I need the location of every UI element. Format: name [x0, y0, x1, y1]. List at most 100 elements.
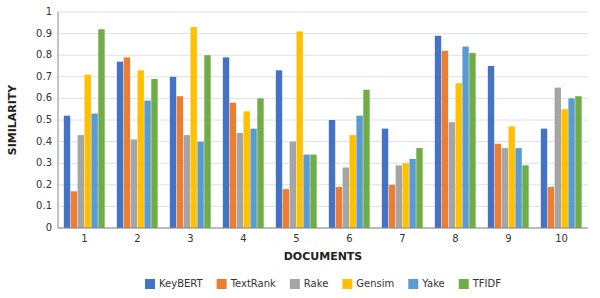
legend-swatch	[290, 279, 300, 289]
grid-line	[58, 12, 588, 13]
legend-swatch	[217, 279, 227, 289]
x-tick-label: 3	[187, 233, 193, 244]
bar	[343, 168, 349, 228]
y-tick-label: 0.6	[36, 92, 52, 103]
bar	[363, 90, 369, 228]
bar	[403, 163, 409, 228]
legend-swatch	[459, 279, 469, 289]
bar	[85, 75, 91, 228]
bar	[509, 126, 515, 228]
bar	[250, 129, 256, 228]
bar	[303, 155, 309, 228]
legend: KeyBERT TextRank Rake Gensim Yake TFIDF	[145, 278, 501, 289]
y-tick-label: 0.3	[36, 157, 52, 168]
bar	[297, 31, 303, 228]
bar	[244, 111, 250, 228]
bar	[91, 114, 97, 228]
y-tick-label: 0.9	[36, 28, 52, 39]
y-tick-label: 0.5	[36, 114, 52, 125]
legend-label: Rake	[304, 278, 328, 289]
x-tick-label: 4	[240, 233, 246, 244]
bar	[290, 142, 296, 228]
bar	[435, 36, 441, 228]
bar	[409, 159, 415, 228]
bar	[502, 148, 508, 228]
bar	[515, 148, 521, 228]
x-tick-label: 6	[346, 233, 352, 244]
bar	[98, 29, 104, 228]
x-tick-label: 5	[293, 233, 299, 244]
grid-line	[58, 55, 588, 56]
bar	[117, 62, 123, 228]
bar	[568, 98, 574, 228]
bar	[389, 185, 395, 228]
x-tick-label: 1	[81, 233, 87, 244]
bar	[562, 109, 568, 228]
x-axis-label: DOCUMENTS	[284, 250, 363, 263]
y-tick-label: 0.2	[36, 179, 52, 190]
bar	[283, 189, 289, 228]
bar	[144, 101, 150, 228]
bar	[177, 96, 183, 228]
y-tick-label: 0.4	[36, 136, 52, 147]
bar	[356, 116, 362, 228]
bar	[78, 135, 84, 228]
bar	[124, 57, 130, 228]
bar	[197, 142, 203, 228]
legend-label: TFIDF	[472, 278, 502, 289]
y-tick-label: 0.1	[36, 200, 52, 211]
bar	[522, 165, 528, 228]
bar	[191, 27, 197, 228]
y-tick-label: 1	[46, 6, 52, 17]
y-tick-label: 0	[46, 222, 52, 233]
x-tick-label: 10	[555, 233, 568, 244]
bar	[469, 53, 475, 228]
bar	[382, 129, 388, 228]
chart: 0 0.1 0.2 0.3 0.4 0.5 0.6 0.7 0.8 0.9 1 1 2 3 4 5 6 7 8 9 10…	[0, 0, 600, 298]
bar	[223, 57, 229, 228]
bars	[64, 27, 582, 228]
y-tick-label: 0.8	[36, 49, 52, 60]
bar	[131, 139, 137, 228]
bar	[495, 144, 501, 228]
x-tick-label: 2	[134, 233, 140, 244]
x-axis-line	[58, 228, 588, 229]
bar	[416, 148, 422, 228]
bar	[462, 47, 468, 228]
legend-label: Gensim	[356, 278, 394, 289]
bar	[350, 135, 356, 228]
bar	[204, 55, 210, 228]
y-axis-line	[58, 12, 59, 228]
bar	[442, 51, 448, 228]
bar	[575, 96, 581, 228]
legend-swatch	[408, 279, 418, 289]
legend-label: TextRank	[230, 278, 276, 289]
bar	[329, 120, 335, 228]
legend-swatch	[145, 279, 155, 289]
bar	[257, 98, 263, 228]
y-tick-label: 0.7	[36, 71, 52, 82]
bar	[548, 187, 554, 228]
bar	[170, 77, 176, 228]
x-tick-label: 7	[399, 233, 405, 244]
grid-line	[58, 33, 588, 34]
bar	[71, 191, 77, 228]
legend-label: KeyBERT	[159, 278, 204, 289]
bar	[310, 155, 316, 228]
x-tick-label: 9	[505, 233, 511, 244]
bar	[184, 135, 190, 228]
bar	[230, 103, 236, 228]
y-axis-label: SIMILARITY	[6, 84, 19, 156]
bar	[488, 66, 494, 228]
bar	[138, 70, 144, 228]
legend-swatch	[342, 279, 352, 289]
chart-container: 0 0.1 0.2 0.3 0.4 0.5 0.6 0.7 0.8 0.9 1 1 2 3 4 5 6 7 8 9 10…	[0, 0, 600, 298]
bar	[276, 70, 282, 228]
bar	[541, 129, 547, 228]
bar	[449, 122, 455, 228]
bar	[64, 116, 70, 228]
legend-label: Yake	[421, 278, 444, 289]
bar	[336, 187, 342, 228]
x-tick-label: 8	[452, 233, 458, 244]
bar	[396, 165, 402, 228]
